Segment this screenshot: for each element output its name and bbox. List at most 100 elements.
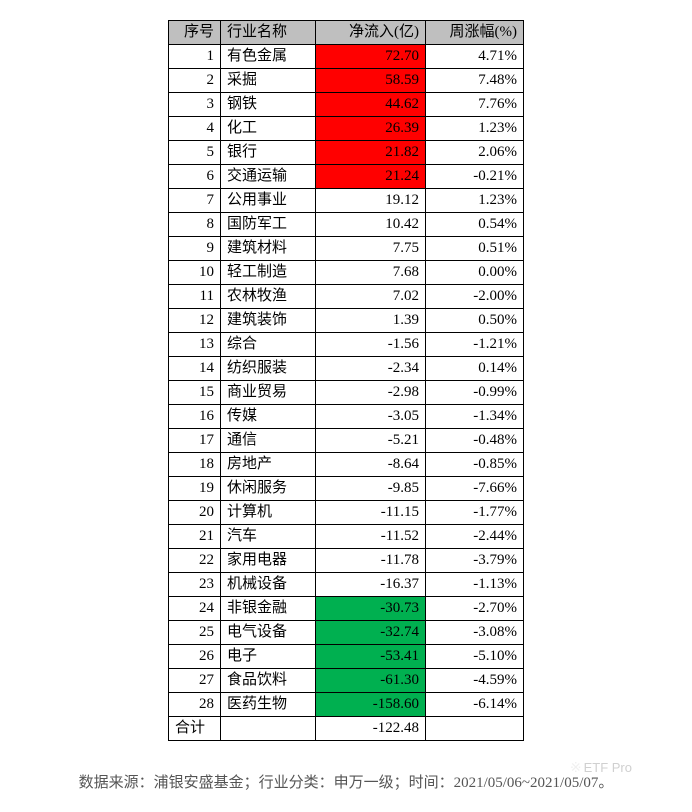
cell-change: -1.34% [426,405,524,429]
total-inflow: -122.48 [316,717,426,741]
cell-change: -6.14% [426,693,524,717]
cell-inflow: 10.42 [316,213,426,237]
cell-name: 化工 [221,117,316,141]
cell-name: 医药生物 [221,693,316,717]
cell-change: 1.23% [426,117,524,141]
cell-index: 11 [169,285,221,309]
table-row: 10轻工制造7.680.00% [169,261,524,285]
cell-name: 农林牧渔 [221,285,316,309]
table-row: 12建筑装饰1.390.50% [169,309,524,333]
cell-change: 1.23% [426,189,524,213]
table-row: 9建筑材料7.750.51% [169,237,524,261]
cell-index: 7 [169,189,221,213]
cell-name: 交通运输 [221,165,316,189]
cell-inflow: -53.41 [316,645,426,669]
cell-name: 商业贸易 [221,381,316,405]
cell-change: 7.76% [426,93,524,117]
cell-index: 9 [169,237,221,261]
table-row: 24非银金融-30.73-2.70% [169,597,524,621]
cell-change: -1.21% [426,333,524,357]
cell-inflow: -30.73 [316,597,426,621]
cell-index: 15 [169,381,221,405]
table-row: 16传媒-3.05-1.34% [169,405,524,429]
footer-text: 数据来源：浦银安盛基金；行业分类：申万一级；时间：2021/05/06~2021… [79,775,614,791]
table-row: 4化工26.391.23% [169,117,524,141]
table-row: 13综合-1.56-1.21% [169,333,524,357]
cell-index: 25 [169,621,221,645]
cell-index: 23 [169,573,221,597]
total-label: 合计 [169,717,221,741]
cell-change: -2.70% [426,597,524,621]
cell-change: 0.51% [426,237,524,261]
cell-index: 13 [169,333,221,357]
cell-index: 8 [169,213,221,237]
cell-change: 0.00% [426,261,524,285]
table-container: 序号 行业名称 净流入(亿) 周涨幅(%) 1有色金属72.704.71%2采掘… [0,20,692,741]
cell-change: -2.44% [426,525,524,549]
cell-inflow: 58.59 [316,69,426,93]
table-row: 27食品饮料-61.30-4.59% [169,669,524,693]
cell-index: 28 [169,693,221,717]
cell-index: 2 [169,69,221,93]
watermark-text: ※ETF Pro [570,759,632,776]
cell-name: 汽车 [221,525,316,549]
table-row: 28医药生物-158.60-6.14% [169,693,524,717]
cell-inflow: 21.82 [316,141,426,165]
total-change [426,717,524,741]
cell-change: -3.79% [426,549,524,573]
cell-name: 公用事业 [221,189,316,213]
cell-inflow: 7.68 [316,261,426,285]
col-header-index: 序号 [169,21,221,45]
cell-change: -0.99% [426,381,524,405]
table-row: 25电气设备-32.74-3.08% [169,621,524,645]
cell-change: -0.48% [426,429,524,453]
table-row: 20计算机-11.15-1.77% [169,501,524,525]
cell-name: 综合 [221,333,316,357]
cell-inflow: -1.56 [316,333,426,357]
col-header-inflow: 净流入(亿) [316,21,426,45]
cell-inflow: 26.39 [316,117,426,141]
cell-inflow: -61.30 [316,669,426,693]
cell-inflow: -11.15 [316,501,426,525]
cell-name: 国防军工 [221,213,316,237]
cell-name: 建筑材料 [221,237,316,261]
cell-change: -7.66% [426,477,524,501]
cell-inflow: -158.60 [316,693,426,717]
col-header-change: 周涨幅(%) [426,21,524,45]
cell-name: 食品饮料 [221,669,316,693]
cell-name: 电子 [221,645,316,669]
table-row: 26电子-53.41-5.10% [169,645,524,669]
cell-index: 20 [169,501,221,525]
cell-change: -0.21% [426,165,524,189]
cell-name: 银行 [221,141,316,165]
table-row: 22家用电器-11.78-3.79% [169,549,524,573]
cell-name: 有色金属 [221,45,316,69]
table-header-row: 序号 行业名称 净流入(亿) 周涨幅(%) [169,21,524,45]
table-row: 18房地产-8.64-0.85% [169,453,524,477]
cell-index: 16 [169,405,221,429]
cell-index: 14 [169,357,221,381]
cell-change: -5.10% [426,645,524,669]
cell-name: 家用电器 [221,549,316,573]
cell-name: 建筑装饰 [221,309,316,333]
watermark-icon: ※ [570,759,582,775]
cell-name: 轻工制造 [221,261,316,285]
cell-name: 采掘 [221,69,316,93]
cell-change: -1.13% [426,573,524,597]
cell-index: 4 [169,117,221,141]
cell-index: 19 [169,477,221,501]
cell-change: -3.08% [426,621,524,645]
cell-name: 休闲服务 [221,477,316,501]
cell-change: 2.06% [426,141,524,165]
table-row: 3钢铁44.627.76% [169,93,524,117]
cell-inflow: -11.52 [316,525,426,549]
cell-change: -4.59% [426,669,524,693]
table-row: 19休闲服务-9.85-7.66% [169,477,524,501]
cell-index: 6 [169,165,221,189]
cell-index: 5 [169,141,221,165]
cell-change: -1.77% [426,501,524,525]
table-row: 8国防军工10.420.54% [169,213,524,237]
cell-change: 7.48% [426,69,524,93]
table-row: 7公用事业19.121.23% [169,189,524,213]
cell-inflow: 19.12 [316,189,426,213]
